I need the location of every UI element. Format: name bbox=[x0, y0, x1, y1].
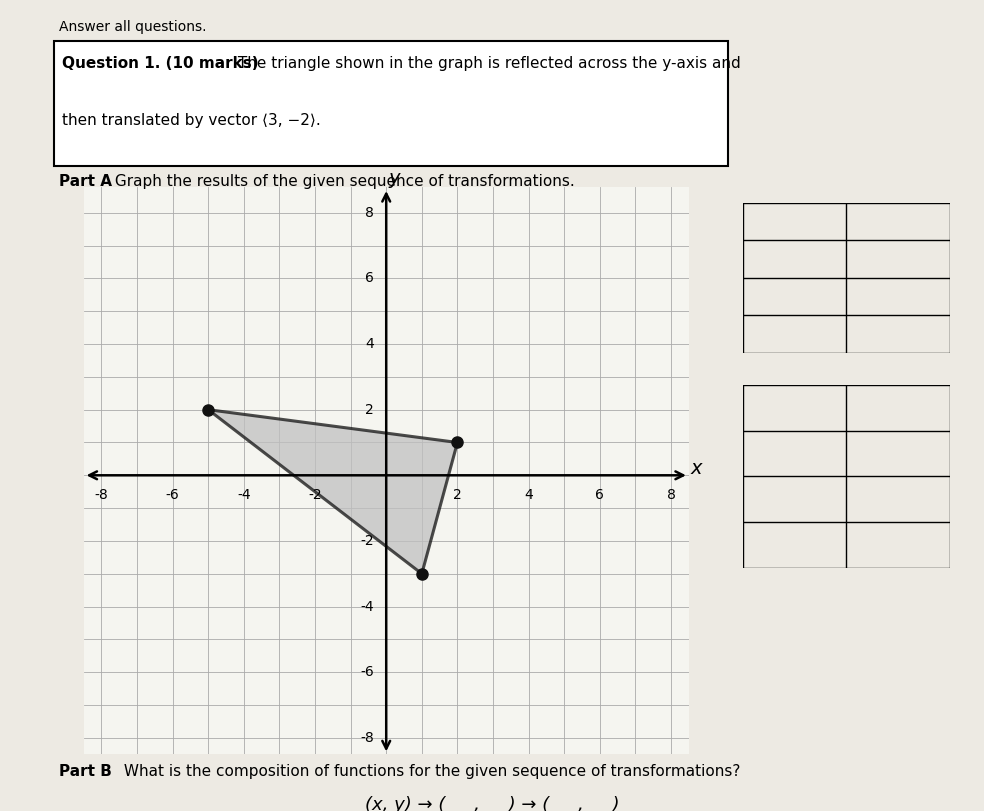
Text: 6: 6 bbox=[595, 488, 604, 503]
Text: -8: -8 bbox=[94, 488, 108, 503]
Text: -6: -6 bbox=[165, 488, 179, 503]
Text: 4: 4 bbox=[524, 488, 533, 503]
Text: 2: 2 bbox=[365, 403, 374, 417]
Text: x: x bbox=[691, 458, 702, 478]
Text: 8: 8 bbox=[365, 206, 374, 220]
Text: -8: -8 bbox=[360, 731, 374, 744]
Text: -2: -2 bbox=[360, 534, 374, 548]
Text: then translated by vector ⟨3, −2⟩.: then translated by vector ⟨3, −2⟩. bbox=[62, 114, 321, 128]
Polygon shape bbox=[209, 410, 458, 573]
Text: 4: 4 bbox=[365, 337, 374, 351]
Text: (x, y) → (     ,     ) → (     ,     ): (x, y) → ( , ) → ( , ) bbox=[365, 796, 619, 811]
Text: -2: -2 bbox=[308, 488, 322, 503]
Text: Part B: Part B bbox=[59, 764, 112, 779]
Text: Graph the results of the given sequence of transformations.: Graph the results of the given sequence … bbox=[110, 174, 575, 188]
Text: 6: 6 bbox=[365, 272, 374, 285]
Text: Answer all questions.: Answer all questions. bbox=[59, 20, 207, 34]
Text: -6: -6 bbox=[360, 665, 374, 679]
Text: y: y bbox=[389, 169, 400, 188]
Text: -4: -4 bbox=[360, 599, 374, 614]
Text: What is the composition of functions for the given sequence of transformations?: What is the composition of functions for… bbox=[119, 764, 740, 779]
FancyBboxPatch shape bbox=[54, 41, 728, 166]
Text: 2: 2 bbox=[453, 488, 461, 503]
Text: Question 1. (10 marks): Question 1. (10 marks) bbox=[62, 56, 259, 71]
Text: -4: -4 bbox=[237, 488, 251, 503]
Text: The triangle shown in the graph is reflected across the y-axis and: The triangle shown in the graph is refle… bbox=[233, 56, 741, 71]
Text: Part A: Part A bbox=[59, 174, 112, 188]
Text: 8: 8 bbox=[666, 488, 675, 503]
